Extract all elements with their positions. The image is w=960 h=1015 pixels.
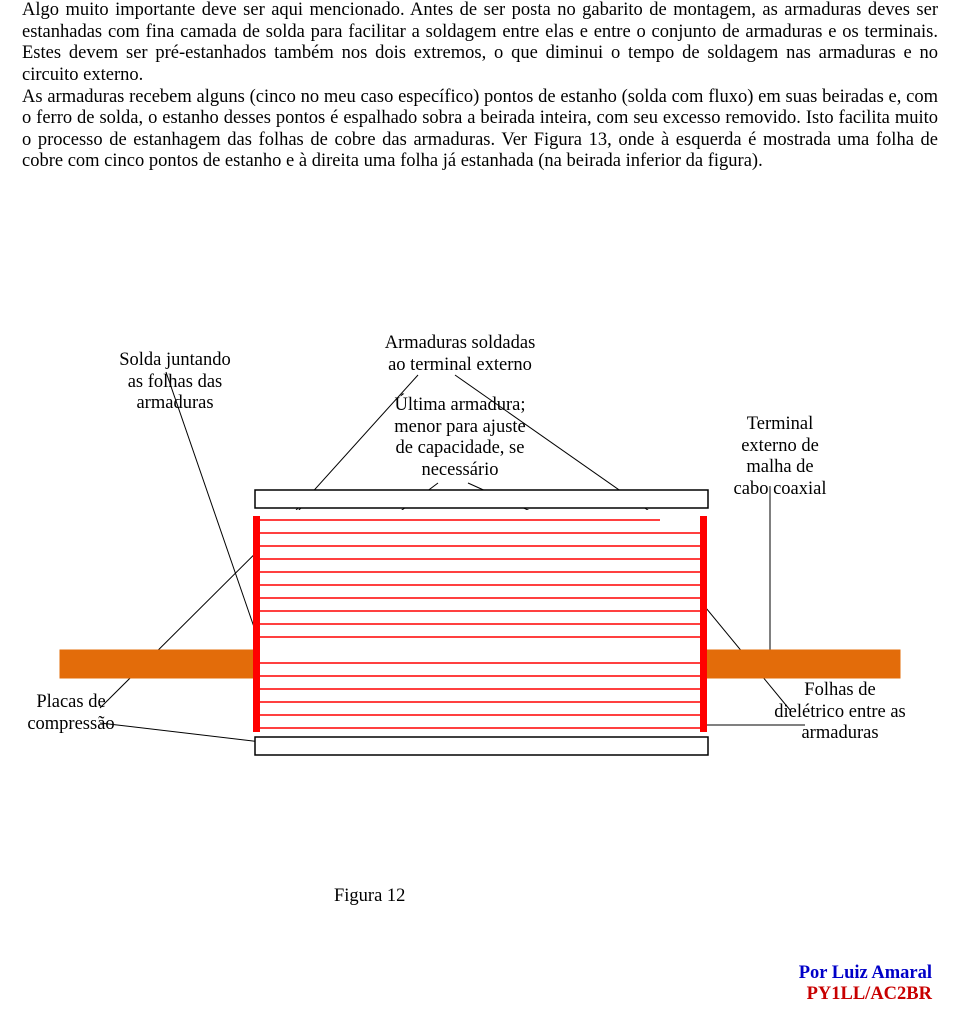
capacitor-diagram [0,330,960,930]
author-credit: Por Luiz Amaral PY1LL/AC2BR [799,963,932,1005]
author-name: Por Luiz Amaral [799,963,932,983]
figure-caption: Figura 12 [334,886,405,907]
author-callsign: PY1LL/AC2BR [807,984,932,1004]
body-paragraph: Algo muito importante deve ser aqui menc… [22,0,938,173]
page: Algo muito importante deve ser aqui menc… [0,0,960,1015]
